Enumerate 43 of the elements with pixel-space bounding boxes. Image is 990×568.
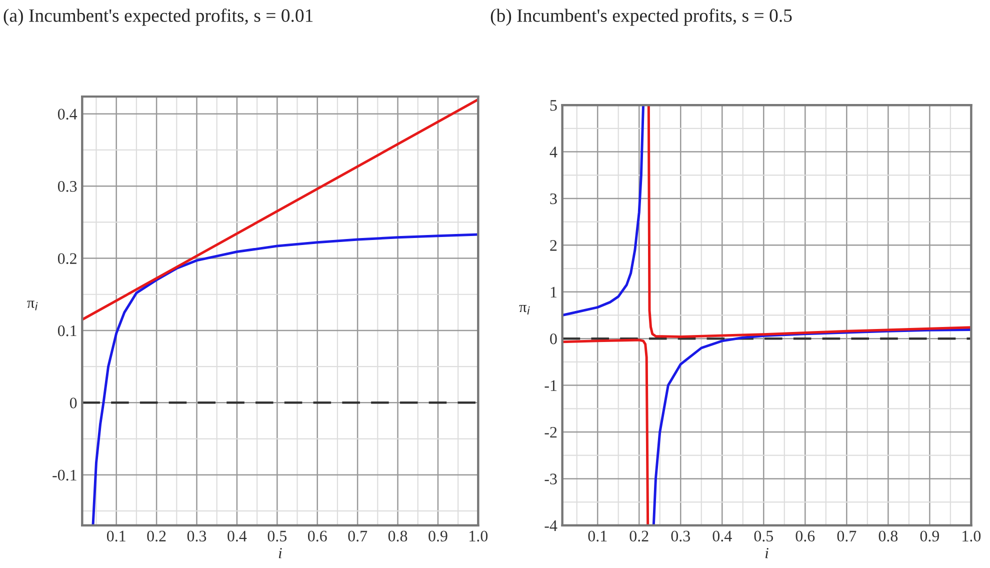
x-tick-label: 0.5 — [268, 530, 287, 542]
x-tick-label: 0.1 — [106, 530, 126, 542]
x-tick-label: 0.9 — [428, 530, 448, 542]
chart-title: (a) Incumbent's expected profits, s = 0.01 — [4, 8, 313, 26]
x-tick-label: 0.3 — [187, 530, 206, 542]
x-tick-label: 0.7 — [837, 530, 856, 542]
x-axis-title: i — [278, 548, 282, 558]
x-tick-label: 0.4 — [712, 530, 732, 542]
x-tick-label: 0.1 — [588, 530, 607, 542]
x-tick-label: 0.3 — [671, 530, 690, 542]
y-tick-label: 4 — [550, 146, 558, 158]
y-tick-label: 1 — [550, 286, 556, 298]
y-axis-title: π$_{i}$ — [519, 304, 530, 314]
chart-title: (b) Incumbent's expected profits, s = 0.5 — [490, 8, 792, 26]
x-tick-label: 0.6 — [796, 530, 815, 542]
x-tick-label: 0.7 — [348, 530, 368, 542]
x-tick-label: 0.6 — [308, 530, 327, 542]
y-tick-label: -2 — [544, 426, 557, 438]
y-tick-label: 0.1 — [58, 325, 76, 336]
x-tick-label: 0.2 — [630, 530, 648, 542]
x-tick-label: 0.8 — [388, 530, 408, 542]
y-tick-label: -4 — [544, 520, 558, 531]
y-tick-label: 0.3 — [58, 181, 77, 192]
x-tick-label: 0.2 — [147, 530, 166, 542]
y-tick-label: 5 — [550, 100, 557, 111]
x-tick-label: 0.4 — [228, 530, 247, 542]
y-tick-label: 0.4 — [58, 108, 78, 120]
y-tick-label: 0 — [550, 334, 557, 344]
x-tick-label: 1.0 — [470, 530, 488, 542]
y-tick-label: 0.2 — [58, 253, 76, 264]
y-tick-label: 0 — [70, 398, 77, 408]
x-tick-label: 0.5 — [754, 530, 773, 542]
y-tick-label: -1 — [544, 380, 556, 391]
x-tick-label: 0.9 — [920, 530, 940, 542]
y-tick-label: 2 — [550, 240, 557, 251]
x-axis-title: i — [765, 548, 768, 558]
line-series — [92, 233, 478, 526]
y-axis-title: π$_{i}$ — [27, 300, 38, 310]
y-tick-label: 3 — [550, 193, 557, 204]
x-tick-label: 0.8 — [878, 530, 898, 542]
y-tick-label: -0.1 — [52, 470, 76, 481]
x-tick-label: 1.0 — [962, 530, 981, 542]
y-tick-label: -3 — [544, 474, 557, 484]
